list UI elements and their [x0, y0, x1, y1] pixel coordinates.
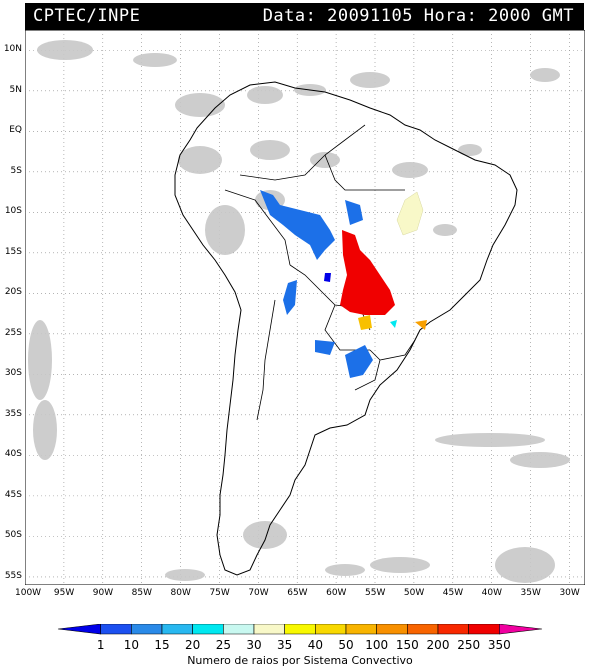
longitude-label: 95W: [53, 588, 75, 598]
storm-blue-south: [315, 340, 335, 355]
longitude-label: 45W: [442, 588, 464, 598]
storm-blue-north: [345, 200, 363, 225]
latitude-label: 25S: [4, 327, 22, 338]
latitude-label: 20S: [4, 287, 22, 298]
storm-cyan: [390, 320, 397, 328]
storm-yellow-pale: [396, 191, 424, 236]
latitude-label: 45S: [4, 489, 22, 500]
colorbar-swatches: [57, 624, 543, 635]
colorbar-tick-label: 50: [338, 638, 353, 652]
longitude-label: 90W: [92, 588, 114, 598]
latitude-label: 50S: [4, 530, 22, 541]
colorbar-swatch: [499, 624, 543, 635]
latitude-label: 15S: [4, 246, 22, 257]
colorbar-tick-label: 250: [457, 638, 480, 652]
colorbar-tick-label: 1: [97, 638, 105, 652]
latitude-label: 40S: [4, 449, 22, 460]
map-header: CPTEC/INPE Data: 20091105 Hora: 2000 GMT: [25, 3, 584, 30]
latitude-label: 10S: [4, 206, 22, 217]
colorbar-tick-label: 100: [365, 638, 388, 652]
colorbar-swatch: [131, 624, 163, 635]
colorbar-swatch: [315, 624, 347, 635]
latitude-label: 55S: [4, 570, 22, 581]
storm-blue-central: [260, 190, 335, 260]
colorbar-tick-label: 350: [488, 638, 511, 652]
latitude-label: 35S: [4, 408, 22, 419]
colorbar-swatch: [161, 624, 193, 635]
colorbar-tick-label: 10: [124, 638, 139, 652]
colorbar-tick-label: 35: [277, 638, 292, 652]
colorbar-swatch: [437, 624, 469, 635]
colorbar-swatch: [223, 624, 255, 635]
latitude-label: 30S: [4, 368, 22, 379]
colorbar-tick-label: 40: [308, 638, 323, 652]
storm-clusters: [260, 190, 427, 378]
longitude-label: 100W: [15, 588, 42, 598]
south-america-outline: [174, 81, 518, 576]
colorbar-swatch: [57, 624, 101, 635]
longitude-label: 30W: [559, 588, 580, 598]
colorbar-swatch: [192, 624, 224, 635]
latitude-label: EQ: [9, 125, 22, 136]
colorbar-tick-label: 30: [246, 638, 261, 652]
colorbar-swatch: [253, 624, 285, 635]
longitude-label: 70W: [248, 588, 269, 598]
cloud-cover: [28, 40, 570, 583]
storm-orange-east: [415, 320, 427, 330]
colorbar-swatch: [407, 624, 439, 635]
longitude-label: 50W: [403, 588, 425, 598]
storm-blue-southwest: [283, 280, 297, 315]
longitude-label: 60W: [326, 588, 347, 598]
colorbar-ticks: 1 10 15 20 25 30 35 40 50 100 150 200 250 350: [97, 638, 511, 652]
colorbar-swatch: [284, 624, 316, 635]
storm-darkblue-small: [324, 273, 331, 282]
colorbar: 1 10 15 20 25 30 35 40 50 100 150 200 250 350: [57, 624, 543, 652]
colorbar-swatch: [100, 624, 132, 635]
colorbar-swatch: [345, 624, 377, 635]
colorbar-tick-label: 200: [427, 638, 450, 652]
lightning-map: [25, 30, 585, 585]
latitude-label: 5S: [10, 165, 22, 176]
colorbar-swatch: [468, 624, 500, 635]
institution-label: CPTEC/INPE: [33, 6, 141, 26]
longitude-label: 40W: [481, 588, 503, 598]
colorbar-tick-label: 25: [216, 638, 231, 652]
storm-blue-southeast: [345, 345, 373, 378]
storm-red-main: [340, 230, 395, 315]
latitude-label: 10N: [3, 44, 22, 55]
longitude-label: 65W: [287, 588, 308, 598]
colorbar-title: Numero de raios por Sistema Convectivo: [187, 654, 413, 667]
longitude-label: 80W: [170, 588, 191, 598]
colorbar-tick-label: 150: [396, 638, 419, 652]
longitude-label: 35W: [520, 588, 541, 598]
latitude-label: 5N: [9, 84, 22, 95]
datetime-label: Data: 20091105 Hora: 2000 GMT: [262, 6, 574, 26]
colorbar-swatch: [376, 624, 408, 635]
colorbar-tick-label: 15: [154, 638, 169, 652]
longitude-label: 55W: [365, 588, 386, 598]
longitude-label: 85W: [131, 588, 153, 598]
storm-orange: [358, 315, 372, 330]
colorbar-tick-label: 20: [185, 638, 200, 652]
longitude-label: 75W: [209, 588, 230, 598]
map-frame: [25, 30, 585, 585]
